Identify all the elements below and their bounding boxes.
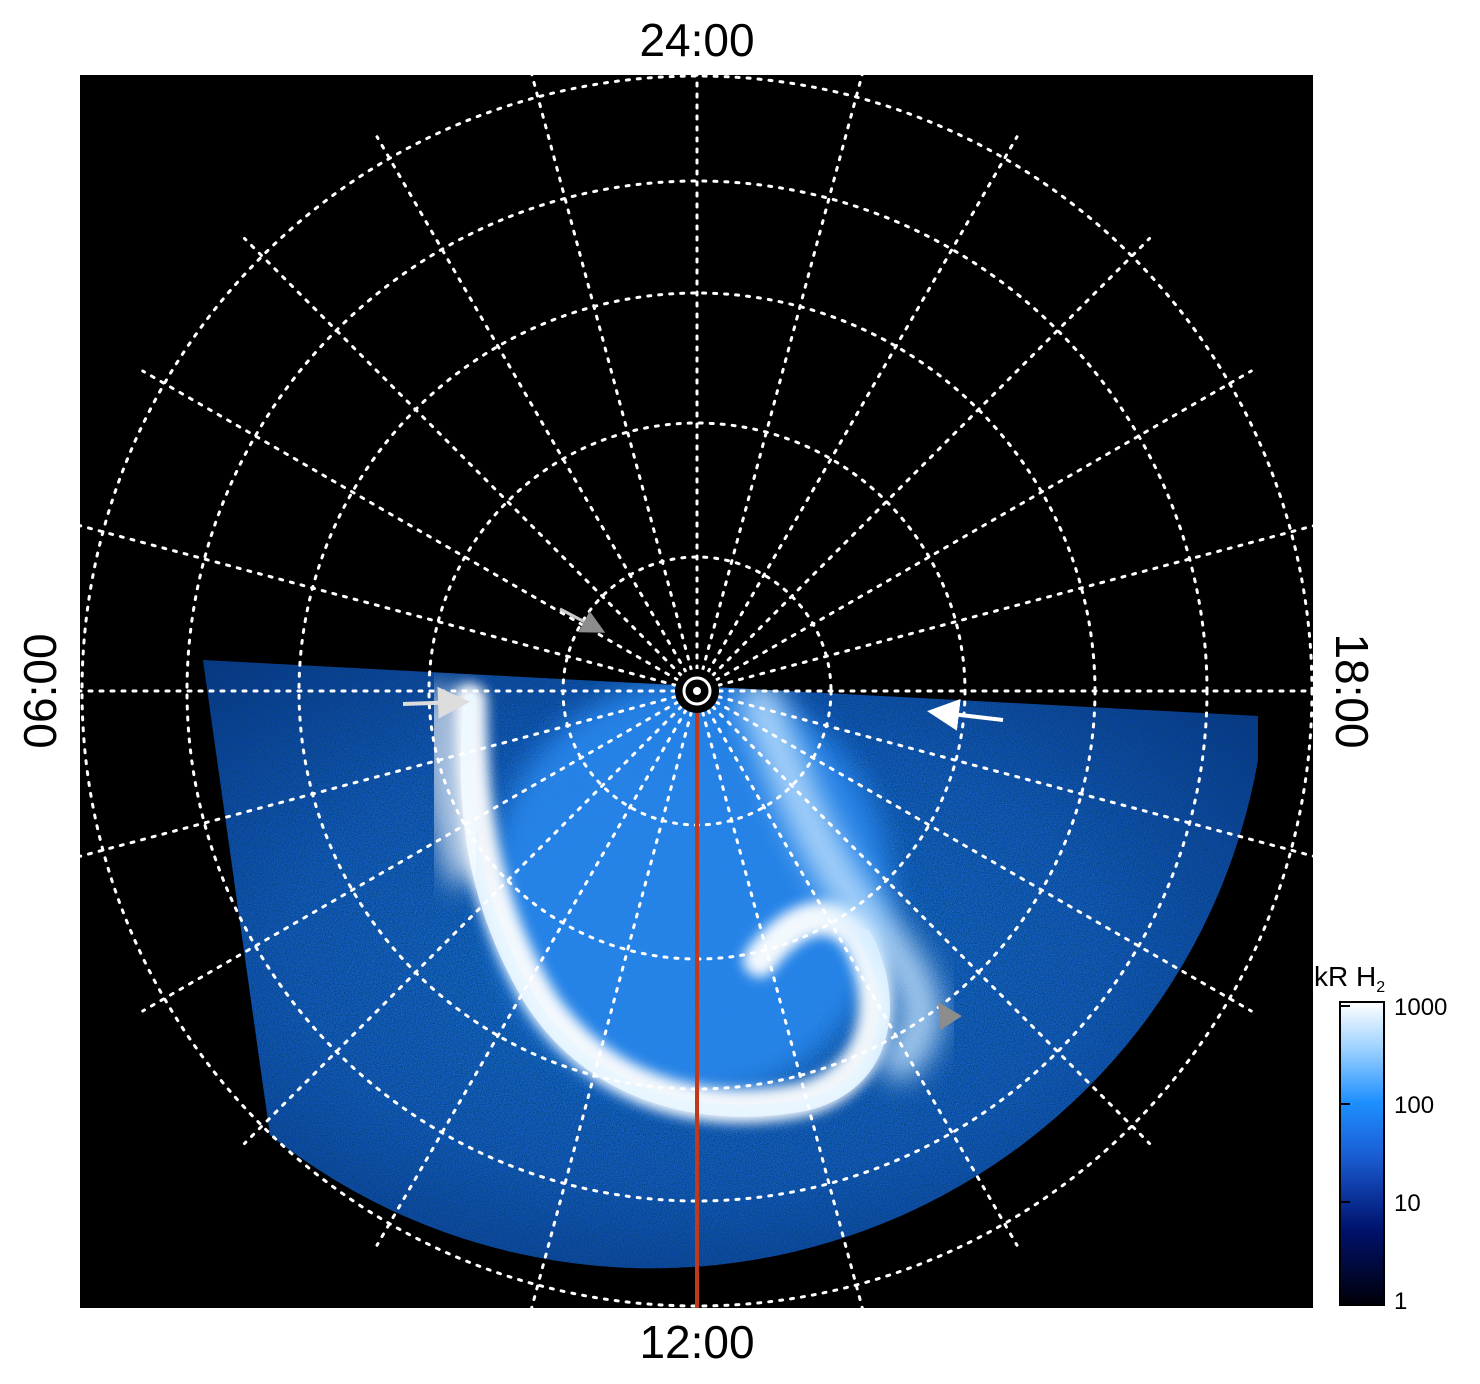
meridian-line <box>714 700 1253 1013</box>
meridian-line <box>80 695 678 858</box>
meridian-line <box>375 135 688 674</box>
colorbar-tick-label: 100 <box>1394 1092 1434 1119</box>
lt-label-right: 18:00 <box>1326 633 1378 748</box>
meridian-line <box>701 710 864 1308</box>
lt-label-left: 06:00 <box>14 633 66 748</box>
meridian-line <box>701 75 864 672</box>
meridian-line <box>716 524 1313 687</box>
colorbar-tick-label: 1000 <box>1394 994 1447 1021</box>
arrow-pole <box>559 607 606 633</box>
meridian-line <box>530 710 693 1308</box>
meridian-line <box>716 695 1313 858</box>
lt-label-top: 24:00 <box>639 14 754 66</box>
colorbar-ticks: 1000 100 10 1 <box>1340 994 1447 1315</box>
colorbar-tick-label: 1 <box>1394 1288 1407 1315</box>
colorbar-gradient <box>1339 1001 1385 1306</box>
meridian-line <box>242 705 683 1146</box>
meridian-line <box>141 700 680 1013</box>
meridian-line <box>706 135 1019 674</box>
colorbar-title: kR H2 <box>1314 961 1385 996</box>
colorbar-tick-label: 10 <box>1394 1190 1421 1217</box>
meridian-line <box>80 524 678 687</box>
arrow-dusk <box>927 698 1004 731</box>
meridian-line <box>714 369 1253 682</box>
lt-label-bottom: 12:00 <box>639 1316 754 1368</box>
meridian-line <box>711 236 1152 677</box>
colorbar: kR H2 1000 100 10 1 <box>1314 961 1447 1315</box>
meridian-line <box>242 236 683 677</box>
pole-marker <box>675 669 719 713</box>
meridian-line <box>706 708 1019 1247</box>
arrow-afternoon <box>938 1002 962 1030</box>
meridian-line <box>711 705 1152 1146</box>
arrow-dawn <box>402 686 470 719</box>
meridian-line <box>375 708 688 1247</box>
meridian-line <box>530 75 693 672</box>
